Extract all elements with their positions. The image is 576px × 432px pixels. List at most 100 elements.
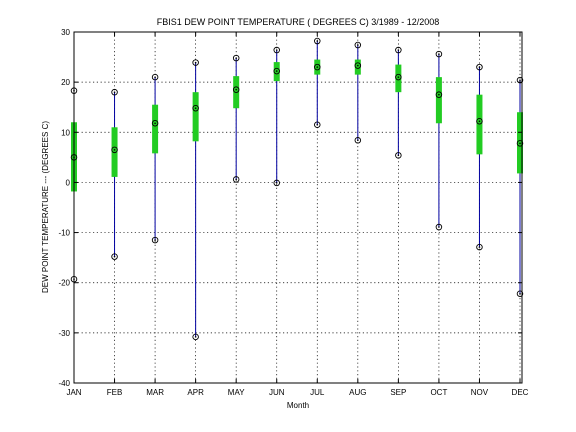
plot-frame (73, 31, 523, 384)
x-tick-label: JAN (66, 388, 81, 397)
mean-marker (435, 91, 443, 98)
min-marker-dot (357, 139, 359, 142)
month-box-apr (192, 59, 199, 341)
mean-marker (314, 63, 321, 71)
max-marker-dot (154, 76, 156, 78)
mean-marker-dot (316, 66, 319, 68)
max-marker (516, 76, 524, 84)
month-box-dec (516, 76, 524, 297)
min-marker-dot (235, 178, 237, 181)
y-tick-label: -20 (58, 279, 70, 288)
x-tick-label: NOV (471, 388, 489, 397)
month-box-feb (111, 88, 118, 260)
x-axis-label: Month (287, 401, 309, 410)
interquartile-box (395, 64, 402, 93)
max-marker-dot (235, 57, 237, 59)
month-box-aug (354, 41, 362, 144)
max-marker-dot (478, 66, 481, 68)
max-marker (273, 46, 280, 54)
interquartile-box (111, 127, 118, 177)
y-tick-label: -30 (58, 329, 70, 338)
max-marker (395, 46, 402, 54)
max-marker-dot (316, 40, 319, 42)
min-marker (476, 243, 483, 251)
month-box-mar (151, 73, 159, 244)
mean-marker-dot (235, 88, 237, 91)
mean-marker-dot (275, 70, 278, 72)
y-tick-label: 0 (66, 178, 71, 187)
max-marker (314, 37, 321, 45)
x-tick-label: FEB (107, 388, 123, 397)
mean-marker-dot (397, 76, 400, 78)
max-marker-dot (275, 49, 278, 51)
mean-marker (192, 104, 199, 112)
interquartile-box (152, 104, 159, 154)
mean-marker (151, 120, 159, 127)
mean-marker-dot (154, 122, 156, 125)
min-marker-dot (316, 123, 319, 126)
max-marker-dot (194, 61, 197, 64)
mean-marker-dot (438, 93, 440, 96)
min-marker-dot (113, 255, 116, 258)
min-marker (314, 121, 321, 129)
min-marker-dot (438, 226, 440, 228)
max-marker (435, 50, 443, 58)
mean-marker (232, 86, 240, 93)
x-tick-label: JUN (269, 388, 285, 397)
month-box-sep (395, 46, 402, 159)
month-box-oct (435, 50, 443, 231)
min-marker (516, 290, 524, 297)
y-axis: -40 -30 -20 -10 0 10 20 30 (58, 28, 522, 388)
min-marker (192, 333, 199, 341)
x-tick-label: OCT (430, 388, 447, 397)
mean-marker (354, 62, 362, 69)
min-marker-dot (275, 182, 278, 184)
max-marker-dot (438, 53, 440, 55)
mean-marker (395, 73, 402, 81)
max-marker-dot (397, 49, 400, 51)
y-axis-label: DEW POINT TEMPERATURE --- (DEGREES C) (41, 121, 50, 293)
x-tick-label: MAR (146, 388, 164, 397)
mean-marker (273, 67, 280, 75)
grid (73, 31, 522, 384)
min-marker-dot (478, 246, 481, 248)
series (70, 37, 524, 341)
min-marker-dot (154, 239, 156, 241)
interquartile-box (476, 94, 483, 155)
x-tick-label: AUG (349, 388, 366, 397)
max-marker (111, 88, 118, 96)
y-tick-label: 10 (61, 128, 70, 137)
min-marker-dot (194, 336, 197, 338)
x-tick-label: MAY (228, 388, 245, 397)
mean-marker-dot (519, 142, 521, 145)
max-marker (232, 54, 240, 62)
mean-marker-dot (113, 149, 116, 151)
x-tick-label: DEC (512, 388, 529, 397)
mean-marker-dot (194, 107, 197, 110)
min-marker (395, 152, 402, 159)
month-box-jun (273, 46, 280, 187)
min-marker (273, 179, 280, 187)
y-tick-label: -40 (58, 379, 70, 388)
max-marker-dot (113, 91, 116, 93)
min-marker (354, 137, 362, 144)
month-box-may (232, 54, 240, 183)
month-box-jul (314, 37, 321, 129)
mean-marker (516, 140, 524, 147)
interquartile-box (354, 59, 361, 75)
min-marker (232, 176, 240, 183)
max-marker-dot (519, 79, 521, 81)
x-tick-label: SEP (390, 388, 406, 397)
interquartile-box (192, 92, 199, 142)
mean-marker (111, 146, 118, 154)
min-marker-dot (397, 154, 400, 157)
min-marker (435, 223, 443, 231)
x-axis: JAN FEB MAR APR MAY JUN JUL AUG SEP OCT NOV DEC (66, 32, 529, 397)
min-marker (111, 253, 118, 260)
x-tick-label: JUL (310, 388, 325, 397)
month-box-nov (476, 63, 483, 251)
max-marker-dot (357, 44, 359, 46)
min-marker-dot (519, 292, 521, 295)
y-tick-label: -10 (58, 229, 70, 238)
